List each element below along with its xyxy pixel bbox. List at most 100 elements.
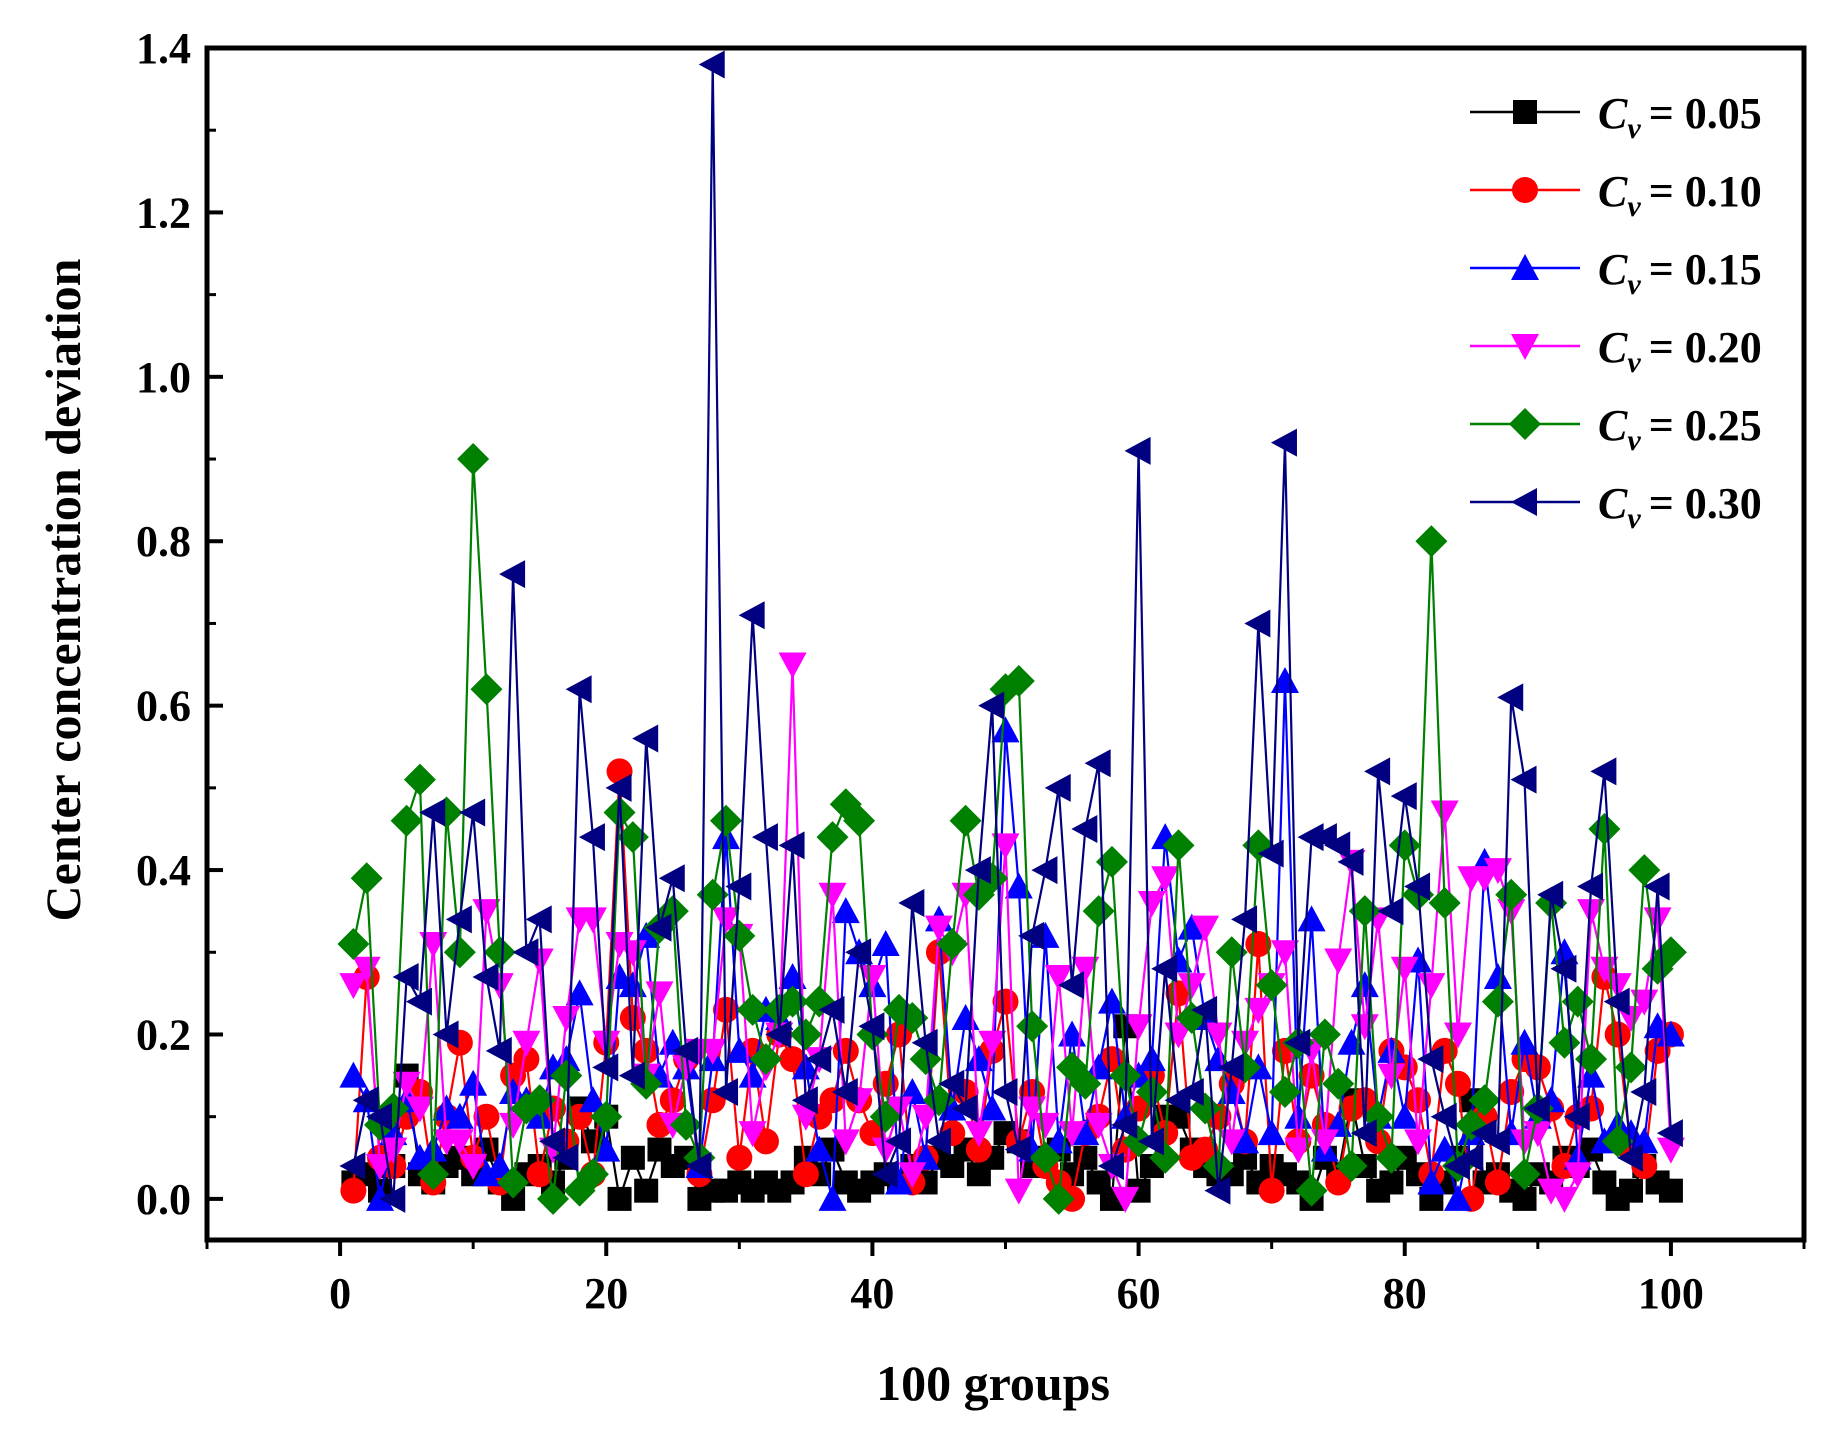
data-point bbox=[1084, 1112, 1113, 1139]
legend-c: C bbox=[1598, 323, 1628, 372]
data-point bbox=[805, 1135, 834, 1162]
legend-c: C bbox=[1598, 167, 1628, 216]
data-point bbox=[485, 1036, 512, 1065]
data-point bbox=[1310, 1129, 1339, 1156]
legend-value: = 0.25 bbox=[1649, 401, 1762, 450]
data-point bbox=[1577, 899, 1606, 926]
data-point bbox=[392, 962, 419, 991]
data-point bbox=[1643, 872, 1670, 901]
data-point bbox=[352, 1086, 379, 1115]
data-point bbox=[858, 964, 887, 991]
data-point bbox=[1495, 878, 1528, 911]
data-point bbox=[620, 1145, 645, 1170]
data-point bbox=[1350, 1119, 1377, 1148]
data-point bbox=[816, 821, 849, 854]
data-point bbox=[1284, 1028, 1311, 1057]
data-point bbox=[1162, 829, 1195, 862]
data-point bbox=[1231, 1127, 1260, 1154]
data-point bbox=[845, 938, 872, 967]
data-point bbox=[565, 675, 592, 704]
data-point bbox=[457, 443, 490, 476]
data-point bbox=[1191, 995, 1218, 1024]
y-tick-label: 0.0 bbox=[136, 1175, 191, 1224]
data-point bbox=[513, 1046, 540, 1073]
data-point bbox=[1468, 1084, 1501, 1117]
legend-item: Cv = 0.15 bbox=[1470, 245, 1762, 301]
data-point bbox=[898, 1162, 927, 1189]
data-point bbox=[1095, 845, 1128, 878]
data-point bbox=[1430, 1135, 1459, 1162]
data-point bbox=[417, 1158, 450, 1191]
legend-value: = 0.15 bbox=[1649, 245, 1762, 294]
data-point bbox=[936, 928, 969, 961]
data-point bbox=[1377, 897, 1404, 926]
legend-label: Cv = 0.30 bbox=[1598, 479, 1762, 535]
data-point bbox=[885, 1127, 912, 1156]
data-point bbox=[738, 1121, 767, 1148]
data-point bbox=[752, 1128, 779, 1155]
data-point bbox=[898, 888, 925, 917]
data-point bbox=[765, 1020, 792, 1049]
data-point bbox=[1337, 847, 1364, 876]
data-point bbox=[789, 1018, 822, 1051]
data-point bbox=[818, 1184, 847, 1211]
legend-value: = 0.05 bbox=[1649, 89, 1762, 138]
data-point bbox=[497, 1166, 530, 1199]
data-point bbox=[445, 905, 472, 934]
data-point bbox=[831, 1129, 860, 1156]
y-tick-label: 0.8 bbox=[136, 517, 191, 566]
data-point bbox=[443, 936, 476, 969]
data-point bbox=[1042, 1182, 1075, 1215]
data-point bbox=[792, 1161, 819, 1188]
data-point bbox=[1270, 940, 1299, 967]
data-point bbox=[1031, 856, 1058, 885]
data-point bbox=[1002, 664, 1035, 697]
data-point bbox=[526, 1161, 553, 1188]
data-point bbox=[1603, 987, 1630, 1016]
data-point bbox=[1004, 872, 1033, 899]
data-point bbox=[1177, 973, 1206, 1000]
data-point bbox=[951, 1094, 978, 1123]
data-point bbox=[1483, 858, 1512, 885]
data-point bbox=[778, 652, 807, 679]
legend-item: Cv = 0.05 bbox=[1470, 89, 1762, 145]
legend-item: Cv = 0.20 bbox=[1470, 323, 1762, 379]
data-point bbox=[578, 1086, 607, 1113]
data-point bbox=[964, 1045, 993, 1072]
data-point bbox=[659, 1087, 686, 1114]
data-point bbox=[1284, 1137, 1313, 1164]
data-point bbox=[1124, 436, 1151, 465]
data-point bbox=[1417, 1168, 1446, 1195]
legend-marker bbox=[1512, 177, 1538, 203]
data-point bbox=[459, 798, 486, 827]
data-point bbox=[818, 995, 845, 1024]
data-point bbox=[1322, 1067, 1355, 1100]
data-point bbox=[869, 1100, 902, 1133]
data-point bbox=[725, 1036, 754, 1063]
data-point bbox=[592, 1053, 619, 1082]
series-line bbox=[352, 664, 1673, 1201]
data-point bbox=[1654, 936, 1687, 969]
data-point bbox=[818, 882, 847, 909]
data-point bbox=[1510, 765, 1537, 794]
data-point bbox=[896, 1002, 929, 1035]
x-axis-title: 100 groups bbox=[876, 1355, 1110, 1411]
data-point bbox=[1151, 866, 1180, 893]
data-point bbox=[938, 1069, 965, 1098]
data-point bbox=[1258, 1177, 1285, 1204]
data-point bbox=[1457, 1143, 1484, 1172]
data-point bbox=[1244, 609, 1271, 638]
data-point bbox=[736, 993, 769, 1026]
legend-item: Cv = 0.30 bbox=[1470, 479, 1762, 535]
data-point bbox=[1630, 1127, 1659, 1154]
data-point bbox=[552, 1143, 579, 1172]
data-point bbox=[1616, 1006, 1645, 1033]
data-point bbox=[1335, 1150, 1368, 1183]
data-point bbox=[1658, 1178, 1683, 1203]
y-tick-label: 0.6 bbox=[136, 682, 191, 731]
data-point bbox=[1415, 525, 1448, 558]
data-point bbox=[1628, 854, 1661, 887]
data-point bbox=[405, 987, 432, 1016]
legend-value: = 0.20 bbox=[1649, 323, 1762, 372]
